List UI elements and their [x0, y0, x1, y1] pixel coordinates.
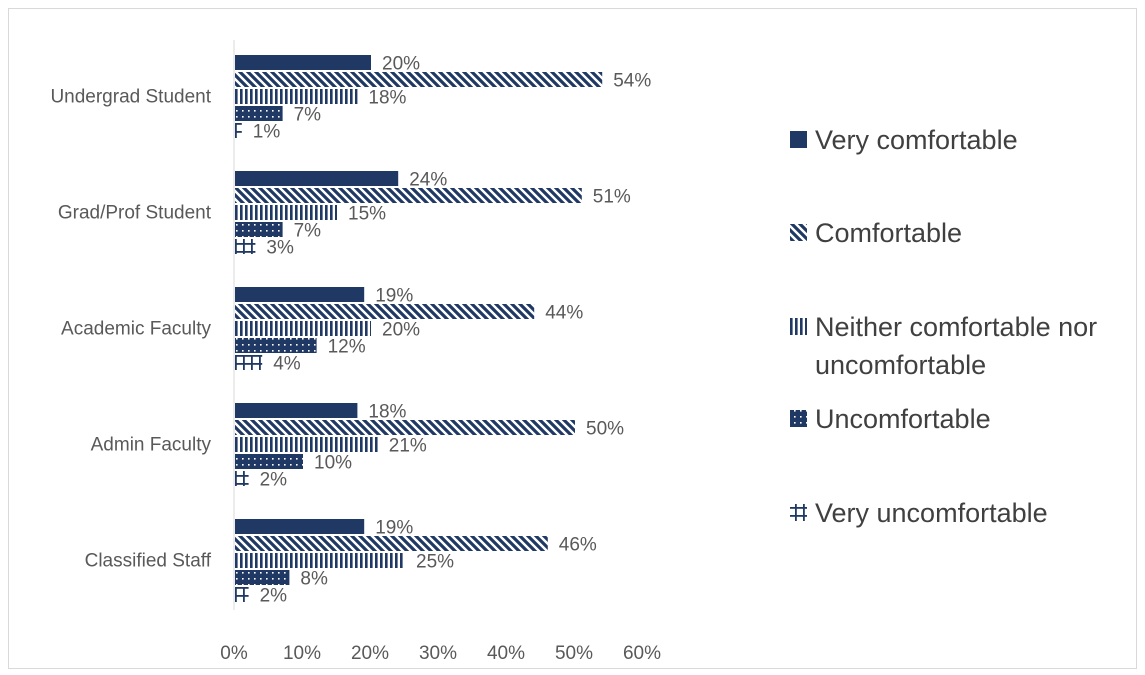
- bar-very-uncomfortable-academic-faculty: [235, 355, 263, 370]
- bar-very-uncomfortable-admin-faculty: [235, 471, 249, 486]
- bar-comfortable-classified-staff: [235, 536, 548, 551]
- bar-very-comfortable-grad-prof-student: [235, 171, 399, 186]
- data-label: 51%: [593, 187, 631, 208]
- x-tick-label: 40%: [487, 643, 525, 664]
- legend-label: Very comfortable: [815, 125, 1018, 155]
- bar-comfortable-admin-faculty: [235, 420, 575, 435]
- data-label: 8%: [300, 569, 328, 590]
- category-label-admin-faculty: Admin Faculty: [91, 435, 212, 456]
- bar-neither-comfortable-nor-uncomfortable-grad-prof-student: [235, 205, 337, 220]
- bar-neither-comfortable-nor-uncomfortable-admin-faculty: [235, 437, 378, 452]
- data-label: 1%: [253, 122, 281, 143]
- data-label: 46%: [559, 535, 597, 556]
- legend-label: uncomfortable: [815, 350, 986, 380]
- data-label: 19%: [375, 518, 413, 539]
- bar-very-uncomfortable-classified-staff: [235, 587, 249, 602]
- chart-border: [8, 8, 1137, 669]
- data-label: 25%: [416, 552, 454, 573]
- data-label: 18%: [368, 88, 406, 109]
- legend-swatch-very-uncomfortable: [790, 504, 807, 521]
- data-label: 44%: [545, 303, 583, 324]
- data-label: 2%: [260, 470, 288, 491]
- data-label: 19%: [375, 286, 413, 307]
- data-label: 4%: [273, 354, 301, 375]
- bar-uncomfortable-admin-faculty: [235, 454, 303, 469]
- data-label: 10%: [314, 453, 352, 474]
- legend-swatch-very-comfortable: [790, 131, 807, 148]
- bar-very-comfortable-undergrad-student: [235, 55, 371, 70]
- data-label: 24%: [409, 170, 447, 191]
- bar-very-comfortable-classified-staff: [235, 519, 365, 534]
- data-label: 2%: [260, 586, 288, 607]
- data-label: 20%: [382, 54, 420, 75]
- bar-uncomfortable-academic-faculty: [235, 338, 317, 353]
- legend: Very comfortable Comfortable Neither comfo…: [790, 125, 1097, 528]
- data-label: 20%: [382, 320, 420, 341]
- legend-label: Comfortable: [815, 218, 962, 248]
- data-label: 21%: [389, 436, 427, 457]
- category-label-classified-staff: Classified Staff: [85, 551, 212, 572]
- data-label: 12%: [328, 337, 366, 358]
- bar-very-comfortable-academic-faculty: [235, 287, 365, 302]
- bar-very-comfortable-admin-faculty: [235, 403, 358, 418]
- data-label: 3%: [266, 238, 294, 259]
- legend-label: Uncomfortable: [815, 404, 991, 434]
- plot-area: 0% 10% 20% 30% 40% 50% 60% Undergrad Student 20%…: [50, 40, 661, 664]
- legend-swatch-comfortable: [790, 224, 807, 241]
- x-tick-label: 0%: [220, 643, 248, 664]
- data-label: 18%: [368, 402, 406, 423]
- legend-swatch-uncomfortable: [790, 410, 807, 427]
- data-label: 7%: [294, 105, 322, 126]
- bar-neither-comfortable-nor-uncomfortable-academic-faculty: [235, 321, 371, 336]
- bar-uncomfortable-classified-staff: [235, 570, 290, 585]
- bar-comfortable-undergrad-student: [235, 72, 603, 87]
- data-label: 7%: [294, 221, 322, 242]
- category-label-undergrad-student: Undergrad Student: [50, 87, 211, 108]
- x-tick-label: 50%: [555, 643, 593, 664]
- x-tick-label: 30%: [419, 643, 457, 664]
- x-tick-label: 60%: [623, 643, 661, 664]
- bar-very-uncomfortable-grad-prof-student: [235, 239, 256, 254]
- data-label: 50%: [586, 419, 624, 440]
- data-label: 54%: [613, 71, 651, 92]
- bar-comfortable-grad-prof-student: [235, 188, 582, 203]
- bar-neither-comfortable-nor-uncomfortable-classified-staff: [235, 553, 405, 568]
- bar-comfortable-academic-faculty: [235, 304, 535, 319]
- legend-label: Very uncomfortable: [815, 498, 1048, 528]
- x-tick-label: 20%: [351, 643, 389, 664]
- legend-swatch-neither-comfortable-nor-uncomfortable: [790, 318, 807, 335]
- legend-label: Neither comfortable nor: [815, 312, 1097, 342]
- bar-uncomfortable-grad-prof-student: [235, 222, 283, 237]
- data-label: 15%: [348, 204, 386, 225]
- bar-uncomfortable-undergrad-student: [235, 106, 283, 121]
- bar-neither-comfortable-nor-uncomfortable-undergrad-student: [235, 89, 358, 104]
- category-label-grad-prof-student: Grad/Prof Student: [58, 203, 212, 224]
- category-label-academic-faculty: Academic Faculty: [61, 319, 211, 340]
- bar-very-uncomfortable-undergrad-student: [235, 123, 242, 138]
- x-tick-label: 10%: [283, 643, 321, 664]
